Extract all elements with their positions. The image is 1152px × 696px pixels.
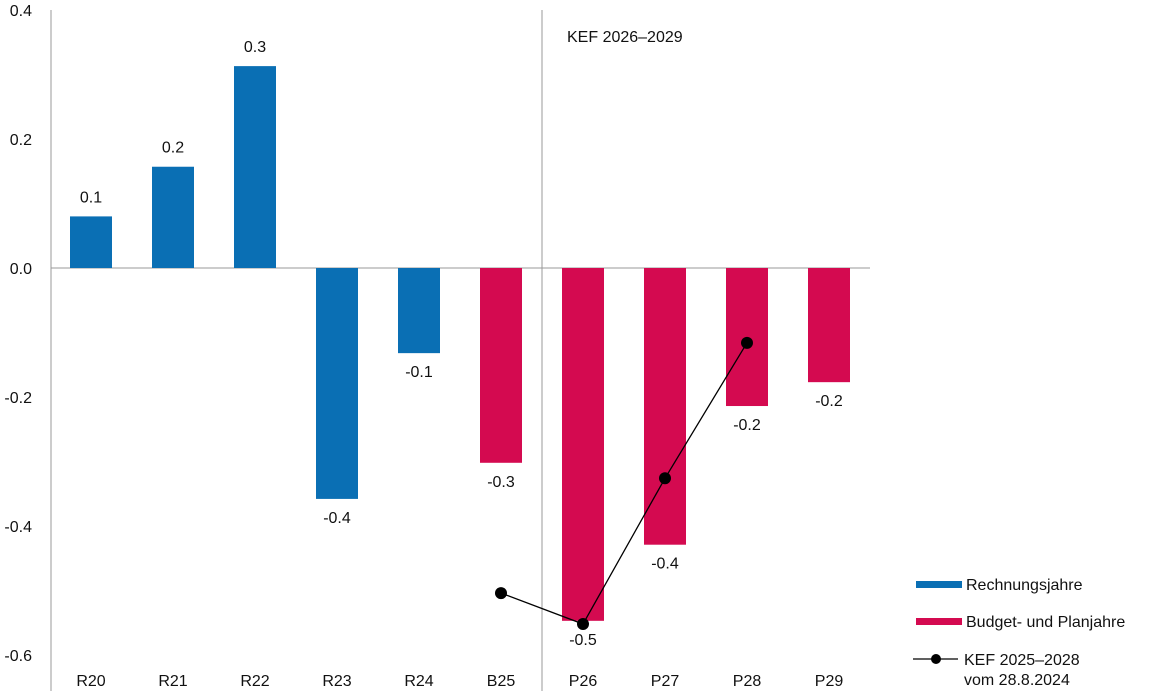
x-tick-label: P28 (733, 673, 762, 690)
x-tick-label: P26 (569, 673, 598, 690)
data-label: 0.1 (80, 189, 102, 206)
legend-label: KEF 2025–2028 (964, 652, 1080, 669)
y-tick-label: -0.4 (4, 519, 32, 536)
legend-label: vom 28.8.2024 (964, 672, 1070, 689)
data-label: -0.3 (487, 474, 515, 491)
bar-r24 (398, 268, 440, 354)
x-tick-label: R24 (404, 673, 433, 690)
legend-label: Rechnungsjahre (966, 577, 1083, 594)
data-label: -0.5 (569, 632, 597, 649)
legend-label: Budget- und Planjahre (966, 614, 1125, 631)
bar-r22 (234, 66, 276, 269)
bar-r20 (70, 216, 112, 268)
data-label: -0.2 (815, 393, 843, 410)
x-tick-label: R23 (322, 673, 351, 690)
y-tick-label: 0.2 (10, 132, 32, 149)
bar-r21 (152, 166, 194, 268)
kef-point-b25 (495, 587, 507, 600)
legend-marker (931, 654, 941, 664)
data-label: -0.4 (323, 510, 351, 527)
x-tick-label: P29 (815, 673, 844, 690)
x-tick-label: B25 (487, 673, 516, 690)
bar-r23 (316, 268, 358, 499)
legend-swatch-rechnungsjahre (916, 581, 962, 588)
x-tick-label: R22 (240, 673, 269, 690)
x-tick-label: R20 (76, 673, 105, 690)
bar-p29 (808, 268, 850, 383)
data-label: -0.1 (405, 364, 433, 381)
bar-p27 (644, 268, 686, 545)
data-label: 0.3 (244, 39, 266, 56)
data-label: -0.2 (733, 417, 761, 434)
data-label: -0.4 (651, 556, 679, 573)
data-label: 0.2 (162, 140, 184, 157)
kef-point-p28 (741, 336, 753, 349)
y-tick-label: 0.4 (10, 3, 32, 20)
legend-swatch-budget (916, 618, 962, 625)
y-tick-label: -0.6 (4, 648, 32, 665)
bar-b25 (480, 268, 522, 463)
period-annotation: KEF 2026–2029 (567, 29, 683, 46)
kef-point-p26 (577, 618, 589, 631)
y-tick-label: 0.0 (10, 261, 32, 278)
kef-line (500, 342, 748, 625)
x-tick-label: R21 (158, 673, 187, 690)
kef-point-p27 (659, 472, 671, 485)
y-tick-label: -0.2 (4, 390, 32, 407)
bar-p26 (562, 268, 604, 621)
x-tick-label: P27 (651, 673, 680, 690)
